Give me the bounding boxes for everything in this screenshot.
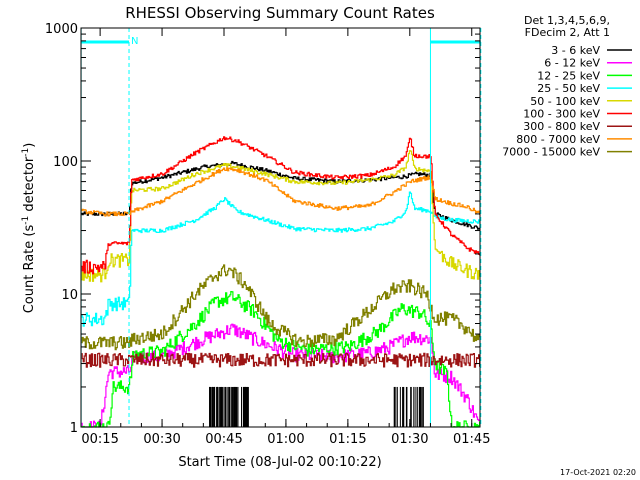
x-tick-label: 01:45: [453, 432, 490, 447]
x-tick-label: 00:45: [205, 432, 242, 447]
legend-label: 12 - 25 keV: [537, 69, 600, 82]
legend-label: 25 - 50 keV: [537, 82, 600, 95]
series-line-4: [81, 150, 481, 283]
legend: Det 1,3,4,5,6,9,FDecim 2, Att 1 3 - 6 keV…: [502, 14, 632, 159]
series-line-2: [81, 291, 481, 428]
legend-label: 50 - 100 keV: [530, 95, 600, 108]
legend-label: 6 - 12 keV: [544, 57, 600, 70]
legend-header: FDecim 2, Att 1: [525, 26, 610, 39]
series-line-7: [81, 167, 481, 217]
x-tick-label: 01:00: [267, 432, 304, 447]
chart-title: RHESSI Observing Summary Count Rates: [125, 4, 435, 22]
y-axis-label: Count Rate (s-1 detector-1): [21, 143, 37, 314]
legend-label: 800 - 7000 keV: [516, 133, 600, 146]
series-line-3: [81, 191, 481, 327]
night-markers: [80, 28, 482, 427]
axis-ticks: 00:15 00:30 00:45 01:00 01:15 01:30 01:45 1 10 10…: [45, 22, 491, 447]
series-line-8: [81, 264, 481, 351]
x-axis-label: Start Time (08-Jul-02 00:10:22): [178, 455, 381, 470]
y-tick-label: 1: [70, 421, 78, 436]
x-tick-label: 01:30: [391, 432, 428, 447]
timestamp: 17-Oct-2021 02:20: [560, 468, 636, 477]
low-energy-spikes: [209, 386, 424, 427]
series-line-5: [81, 136, 481, 275]
series-line-6: [81, 352, 481, 368]
night-marker-label: N: [131, 36, 138, 47]
plot-area: [81, 136, 481, 428]
x-tick-label: 00:15: [81, 432, 118, 447]
y-tick-label: 1000: [45, 22, 78, 37]
legend-label: 100 - 300 keV: [523, 108, 600, 121]
x-tick-label: 01:15: [329, 432, 366, 447]
legend-header: Det 1,3,4,5,6,9,: [524, 14, 610, 27]
y-tick-label: 10: [61, 288, 78, 303]
y-tick-label: 100: [53, 155, 78, 170]
legend-label: 300 - 800 keV: [523, 120, 600, 133]
x-tick-label: 00:30: [143, 432, 180, 447]
series-line-0: [81, 160, 481, 230]
plot-frame: [80, 27, 481, 428]
legend-label: 7000 - 15000 keV: [502, 146, 600, 159]
legend-label: 3 - 6 keV: [551, 44, 600, 57]
